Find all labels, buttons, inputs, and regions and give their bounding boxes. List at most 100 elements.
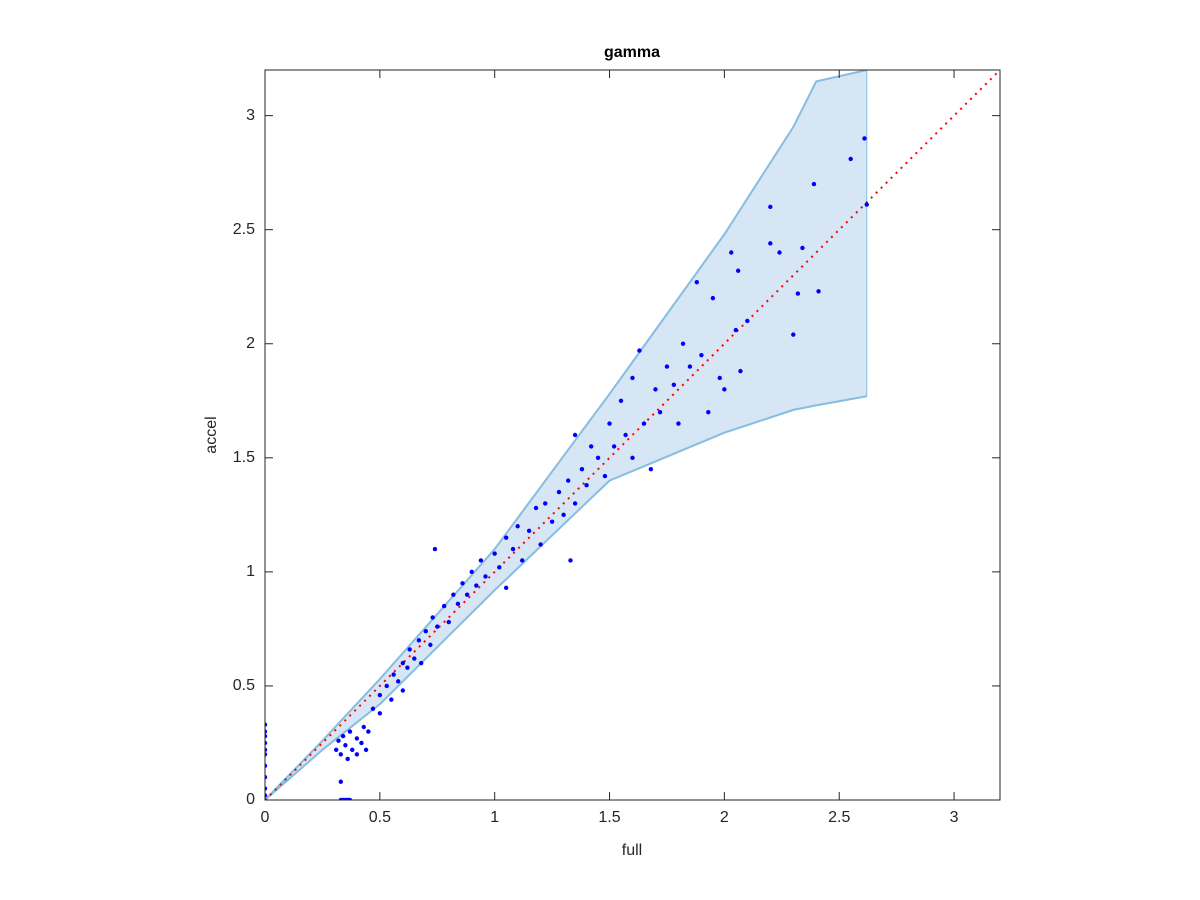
y-tick-label: 1.5 [233, 449, 255, 466]
point [492, 551, 497, 556]
point [630, 455, 635, 461]
point [664, 364, 670, 369]
point [561, 512, 566, 518]
point [533, 505, 539, 511]
point [864, 202, 869, 207]
point [478, 558, 484, 563]
point [791, 332, 796, 337]
point [377, 711, 383, 716]
point [265, 747, 268, 753]
point [862, 136, 867, 141]
band-upper-edge [265, 70, 868, 800]
point [729, 250, 734, 255]
point [618, 398, 624, 403]
point [400, 688, 406, 693]
point [800, 245, 805, 251]
point [811, 181, 817, 187]
point [265, 763, 268, 768]
point [607, 421, 612, 426]
point [418, 660, 424, 666]
point [543, 501, 548, 506]
point [412, 656, 417, 661]
point [572, 501, 578, 506]
point [432, 546, 438, 552]
point [795, 291, 801, 296]
point [389, 697, 394, 702]
point [343, 743, 348, 748]
point [556, 489, 562, 495]
x-tick-label: 0 [261, 809, 270, 826]
point [354, 752, 360, 757]
point [653, 387, 658, 392]
point [464, 592, 470, 597]
point [363, 747, 369, 753]
point [377, 692, 383, 698]
point [588, 444, 594, 449]
point [768, 241, 773, 246]
point [428, 642, 433, 648]
plot-area [265, 70, 1000, 800]
point [584, 482, 589, 488]
point [361, 724, 366, 730]
point [565, 478, 571, 483]
point [396, 679, 401, 684]
x-tick-label: 2.5 [828, 809, 850, 826]
point [347, 729, 353, 734]
point [474, 583, 479, 588]
point [265, 793, 268, 798]
point [745, 318, 750, 324]
point [687, 364, 693, 369]
point [265, 752, 268, 757]
point [611, 444, 617, 449]
point [407, 647, 412, 652]
point [370, 706, 376, 711]
point [816, 289, 821, 294]
point [641, 421, 647, 426]
y-axis-label: accel [203, 416, 220, 453]
point [334, 747, 339, 753]
point [340, 733, 346, 739]
x-axis-label: full [622, 842, 642, 859]
point [735, 268, 741, 273]
point [265, 729, 268, 734]
band-area [265, 70, 867, 800]
point [354, 736, 360, 741]
point [515, 524, 520, 529]
point [497, 565, 502, 570]
point [680, 341, 686, 346]
point [538, 542, 543, 547]
point [460, 581, 465, 586]
point [469, 569, 474, 575]
point [733, 327, 739, 333]
point [350, 747, 355, 753]
point [503, 535, 509, 540]
point [400, 660, 406, 666]
point [671, 382, 677, 388]
axes-box [264, 69, 1001, 801]
point [347, 797, 353, 800]
point [451, 592, 456, 597]
point [338, 752, 343, 757]
point [405, 665, 410, 670]
point [526, 528, 532, 534]
point [579, 467, 585, 472]
point [435, 624, 440, 629]
point [699, 352, 704, 358]
point [336, 738, 341, 743]
point [722, 387, 727, 392]
point [446, 619, 451, 625]
point [694, 279, 700, 285]
point [595, 455, 601, 461]
point [572, 432, 578, 438]
point [265, 722, 268, 727]
point [265, 786, 268, 791]
point [338, 779, 343, 784]
point [265, 774, 268, 780]
x-tick-label: 3 [950, 809, 959, 826]
y-tick-label: 0 [246, 791, 255, 808]
point [483, 574, 488, 579]
point [768, 204, 773, 210]
point [710, 295, 716, 301]
y-tick-label: 2 [246, 335, 255, 352]
point [777, 250, 782, 255]
